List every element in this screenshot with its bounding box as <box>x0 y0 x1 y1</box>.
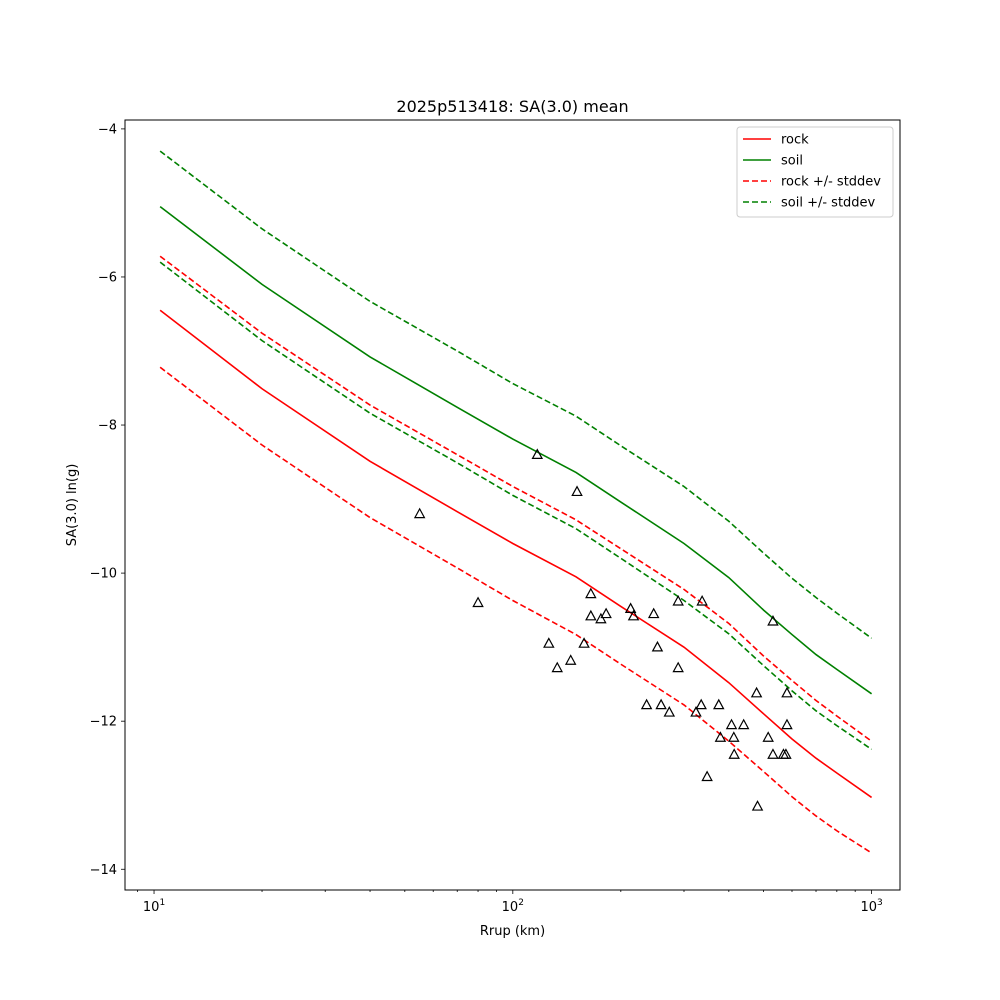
legend-label: rock <box>781 133 809 148</box>
legend-label: soil <box>781 154 803 169</box>
y-axis-label: SA(3.0) ln(g) <box>65 464 80 547</box>
observations-layer <box>413 448 793 811</box>
y-tick-label: −12 <box>90 715 117 730</box>
legend-label: soil +/- stddev <box>781 196 876 211</box>
y-tick-label: −10 <box>90 567 117 582</box>
observation-point <box>663 706 676 717</box>
observation-point <box>725 718 738 730</box>
observation-point <box>713 698 725 710</box>
legend-box <box>736 126 894 218</box>
observation-point <box>781 718 793 730</box>
series-layer <box>159 150 873 854</box>
observation-point <box>543 637 555 648</box>
observation-point <box>595 612 607 624</box>
observation-point <box>585 587 597 599</box>
observation-point <box>571 485 583 497</box>
legend-label: rock +/- stddev <box>781 175 881 190</box>
observation-point <box>737 718 750 730</box>
x-tick-label: 101 <box>143 898 165 915</box>
observation-point <box>690 706 702 717</box>
series-line-4 <box>159 150 873 639</box>
x-tick-label: 103 <box>860 898 882 915</box>
observation-point <box>564 654 577 665</box>
observation-point <box>751 800 764 811</box>
y-tick-label: −4 <box>98 122 117 137</box>
observation-point <box>750 686 763 698</box>
observation-point <box>600 607 612 619</box>
y-tick-label: −6 <box>98 270 117 285</box>
x-tick-label: 102 <box>502 898 524 915</box>
series-line-0 <box>159 309 873 799</box>
observation-point <box>655 698 667 710</box>
observation-point <box>695 698 707 710</box>
observation-point <box>585 609 597 621</box>
observation-point <box>701 770 713 782</box>
y-axis: −4 −6 −8 −10 −12 −14 <box>90 122 125 878</box>
observation-point <box>672 661 684 673</box>
series-line-3 <box>159 366 873 854</box>
y-tick-label: −8 <box>98 419 117 434</box>
observation-point <box>651 640 664 652</box>
x-axis-label: Rrup (km) <box>480 924 545 939</box>
observation-point <box>672 594 684 606</box>
observation-point <box>714 731 727 742</box>
y-tick-label: −14 <box>90 863 117 878</box>
observation-point <box>728 731 740 742</box>
series-line-2 <box>159 255 873 742</box>
observation-point <box>647 607 660 619</box>
observation-point <box>472 596 484 608</box>
observation-point <box>624 602 637 614</box>
x-axis: 101 102 103 <box>137 890 883 915</box>
observation-point <box>762 731 774 742</box>
observation-point <box>767 614 779 626</box>
observation-point <box>780 748 792 759</box>
series-line-1 <box>159 205 873 695</box>
chart-title: 2025p513418: SA(3.0) mean <box>396 97 628 116</box>
observation-point <box>627 609 640 621</box>
observation-point <box>640 698 653 710</box>
observation-point <box>696 594 708 606</box>
legend: rock soil rock +/- stddev soil +/- stddev <box>736 126 894 218</box>
observation-point <box>781 686 793 698</box>
observation-point <box>728 748 740 759</box>
observation-point <box>767 748 779 759</box>
series-line-5 <box>159 261 873 750</box>
observation-point <box>578 637 590 648</box>
observation-point <box>551 661 564 673</box>
observation-point <box>413 507 426 519</box>
observation-point <box>531 448 544 460</box>
